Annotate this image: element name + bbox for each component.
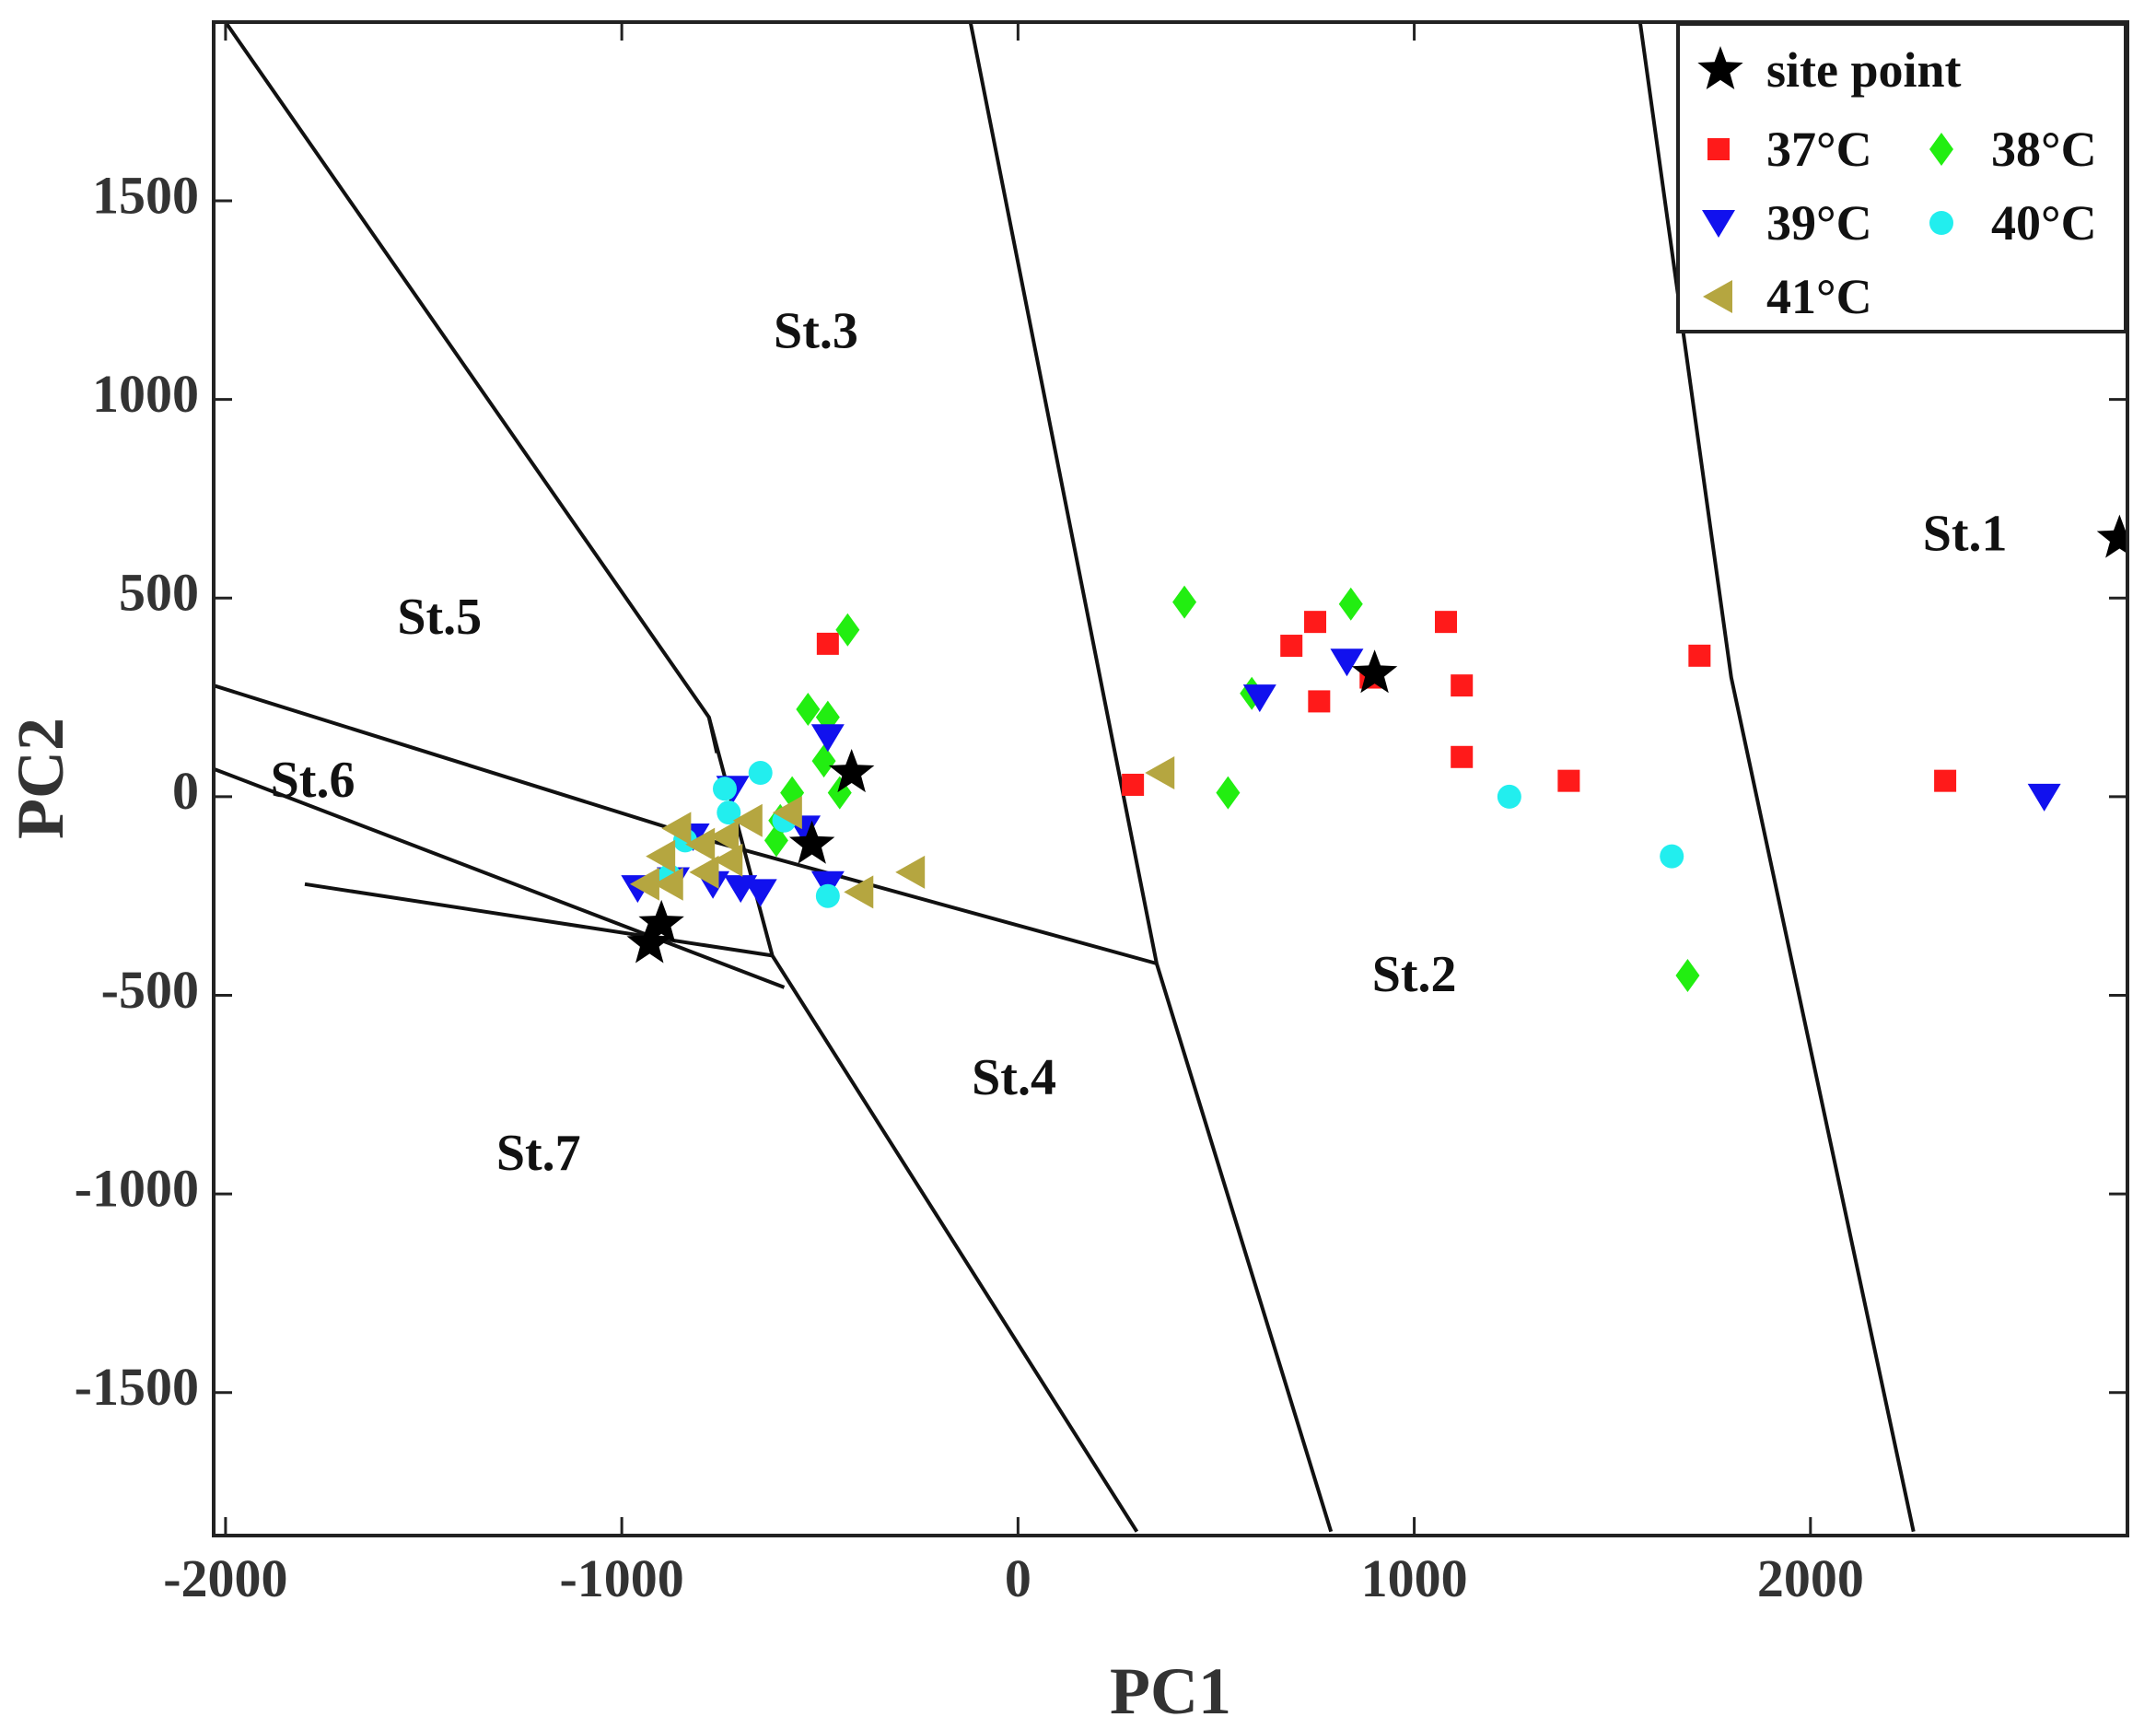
point-37-c-11	[1688, 644, 1711, 667]
plot-frame	[212, 20, 2129, 1537]
legend-label-37: 37°C	[1766, 122, 1872, 177]
legend-label-site-point: site point	[1766, 42, 1962, 98]
point-39-c-6	[743, 879, 777, 907]
point-39-c-7	[724, 875, 758, 904]
point-38-c-5	[1216, 776, 1241, 810]
region-label-2: St.2	[1372, 946, 1457, 1003]
point-site-point-2	[1351, 649, 1398, 694]
legend-box	[1676, 22, 2127, 333]
point-38-c-2	[1172, 585, 1197, 619]
legend-marker-40-c	[1929, 211, 1953, 235]
axis-ticks: -2000 -1000 0 1000 2000 -1500 -1000 -500 0 500 100…	[75, 22, 2127, 1608]
region-label-1: St.1	[1923, 505, 2008, 562]
point-37-c-10	[1557, 769, 1580, 792]
boundary-line-4	[304, 882, 773, 958]
point-37-c-2	[1122, 773, 1145, 796]
y-tick-label: 0	[172, 761, 199, 821]
legend-label-39: 39°C	[1766, 195, 1872, 251]
point-site-point-6	[626, 919, 672, 964]
y-axis-label: PC2	[4, 718, 77, 839]
legend-label-41: 41°C	[1766, 269, 1872, 324]
legend-label-38: 38°C	[1991, 122, 2097, 177]
boundary-line-1	[224, 22, 1139, 1533]
point-41-c-8	[661, 812, 692, 846]
point-37-c-7	[1435, 611, 1458, 634]
point-39-c-2	[1242, 684, 1276, 713]
y-tick-label: 1000	[92, 364, 199, 424]
point-37-c-12	[1934, 769, 1957, 792]
point-40-c-2	[1660, 844, 1684, 869]
region-label-5: St.5	[397, 589, 482, 646]
point-38-c-1	[835, 613, 860, 647]
point-40-c-1	[1497, 784, 1521, 809]
x-tick-label: -1000	[559, 1548, 683, 1608]
legend-marker-37-c	[1707, 138, 1730, 160]
boundary-line-5	[706, 717, 719, 754]
point-40-c-6	[717, 800, 741, 825]
boundary-line-3	[214, 766, 786, 989]
point-41-c-6	[708, 820, 739, 854]
point-41-c-12	[629, 867, 659, 901]
boundary-line-7	[1637, 22, 1916, 1533]
point-38-c-9	[811, 744, 836, 778]
point-39-c-4	[810, 724, 845, 753]
y-tick-label: 1500	[92, 165, 199, 225]
point-41-c-1	[1145, 756, 1175, 790]
point-37-c-8	[1451, 674, 1474, 697]
point-41-c-9	[646, 839, 676, 873]
point-site-point-3	[828, 749, 875, 793]
y-tick-label: 500	[119, 563, 199, 623]
region-label-6: St.6	[271, 752, 355, 809]
point-38-c-6	[1675, 958, 1700, 992]
point-38-c-7	[796, 693, 821, 727]
boundary-line-6	[968, 22, 1334, 1533]
x-tick-label: 0	[1005, 1548, 1031, 1608]
point-40-c-5	[712, 777, 737, 801]
point-40-c-4	[748, 761, 773, 786]
y-tick-label: -1000	[75, 1158, 199, 1218]
x-tick-label: 2000	[1757, 1548, 1864, 1608]
point-41-c-4	[772, 796, 802, 830]
point-37-c-3	[1280, 635, 1303, 658]
point-site-point-4	[788, 820, 835, 864]
legend-label-40: 40°C	[1991, 195, 2097, 251]
legend-markers	[1697, 46, 1953, 313]
x-tick-label: 1000	[1361, 1548, 1468, 1608]
x-tick-label: -2000	[163, 1548, 287, 1608]
y-tick-label: -500	[101, 960, 199, 1020]
region-label-4: St.4	[972, 1049, 1056, 1106]
point-37-c-9	[1451, 745, 1474, 768]
point-39-c-1	[2027, 783, 2061, 812]
legend-marker-39-c	[1702, 210, 1735, 238]
legend: site point 37°C 38°C 39°C 40°C 41°C	[1676, 22, 2127, 333]
point-41-c-11	[653, 867, 683, 901]
legend-marker-41-c	[1703, 280, 1732, 313]
point-41-c-7	[685, 827, 716, 861]
x-axis-label: PC1	[1110, 1654, 1231, 1728]
legend-marker-38-c	[1929, 133, 1953, 166]
point-37-c-4	[1304, 611, 1327, 634]
region-label-3: St.3	[774, 303, 858, 360]
y-tick-label: -1500	[75, 1357, 199, 1417]
point-39-c-3	[1330, 648, 1364, 677]
point-site-point-1	[2096, 514, 2127, 558]
point-38-c-3	[1338, 587, 1363, 621]
point-41-c-3	[844, 875, 874, 909]
point-41-c-10	[713, 843, 743, 877]
point-37-c-5	[1308, 690, 1331, 713]
legend-marker-site-point	[1697, 46, 1743, 89]
data-points	[621, 514, 2127, 992]
point-41-c-13	[689, 855, 719, 889]
point-41-c-2	[895, 855, 926, 889]
point-site-point-5	[638, 899, 684, 943]
point-40-c-3	[815, 883, 840, 908]
region-label-7: St.7	[496, 1125, 581, 1182]
region-labels: St.1 St.2 St.3 St.4 St.5 St.6 St.7	[271, 303, 2008, 1183]
point-41-c-5	[732, 803, 763, 837]
point-37-c-1	[816, 632, 839, 655]
